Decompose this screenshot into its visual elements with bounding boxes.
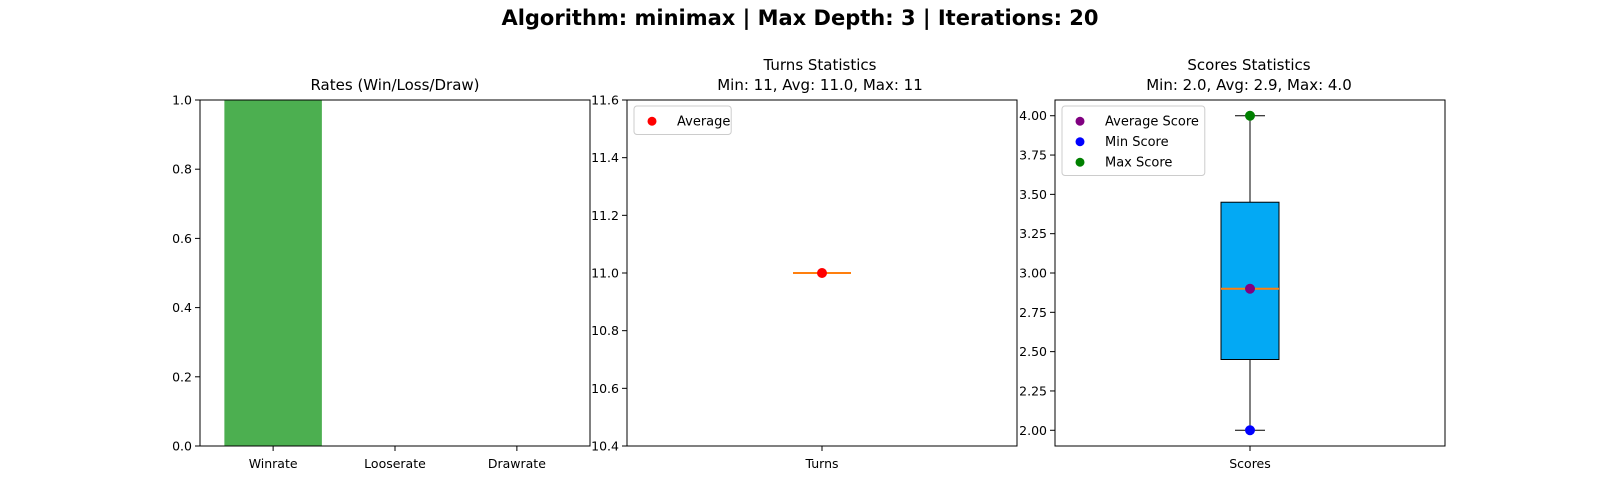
rates-ytick-label: 0.8 bbox=[172, 162, 192, 177]
turns-chart-subtitle: Min: 11, Avg: 11.0, Max: 11 bbox=[717, 76, 923, 94]
scores-ytick-label: 3.75 bbox=[1019, 148, 1047, 163]
rates-ytick-label: 0.4 bbox=[172, 300, 192, 315]
turns-ytick-label: 10.6 bbox=[591, 381, 619, 396]
scores-ytick-label: 2.00 bbox=[1019, 423, 1047, 438]
turns-chart: Turns Statistics Min: 11, Avg: 11.0, Max… bbox=[591, 56, 1018, 471]
scores-chart: Scores Statistics Min: 2.0, Avg: 2.9, Ma… bbox=[1019, 56, 1446, 471]
rates-chart-title: Rates (Win/Loss/Draw) bbox=[310, 76, 479, 94]
scores-chart-title: Scores Statistics bbox=[1187, 56, 1310, 74]
scores-box bbox=[1220, 201, 1280, 360]
scores-legend-label: Average Score bbox=[1105, 114, 1199, 129]
scores-xtick-label: Scores bbox=[1229, 456, 1271, 471]
rates-chart: Rates (Win/Loss/Draw) Winrate Looserate Dr… bbox=[172, 76, 591, 471]
turns-legend bbox=[633, 105, 732, 135]
rates-ytick-label: 0.6 bbox=[172, 231, 192, 246]
scores-point-min-score bbox=[1245, 425, 1255, 436]
scores-point-max-score bbox=[1245, 110, 1255, 121]
turns-ytick-label: 10.4 bbox=[591, 439, 619, 454]
scores-ytick-label: 3.00 bbox=[1019, 266, 1047, 281]
rates-axes-frame bbox=[199, 99, 591, 447]
scores-legend-label: Max Score bbox=[1105, 155, 1172, 170]
rates-xtick-label: Drawrate bbox=[488, 456, 546, 471]
turns-legend-label: Average bbox=[677, 114, 730, 129]
turns-ytick-label: 11.6 bbox=[591, 93, 619, 108]
scores-ytick-label: 3.25 bbox=[1019, 226, 1047, 241]
turns-legend-marker bbox=[647, 116, 657, 126]
turns-chart-title: Turns Statistics bbox=[763, 56, 877, 74]
turns-ytick-label: 10.8 bbox=[591, 323, 619, 338]
turns-ytick-label: 11.0 bbox=[591, 266, 619, 281]
turns-point-average bbox=[817, 268, 827, 278]
scores-point-average-score bbox=[1245, 283, 1255, 294]
scores-ytick-label: 4.00 bbox=[1019, 108, 1047, 123]
scores-legend-label: Min Score bbox=[1105, 135, 1169, 150]
turns-ytick-label: 11.2 bbox=[591, 208, 619, 223]
scores-ytick-label: 2.75 bbox=[1019, 305, 1047, 320]
rates-ytick-label: 1.0 bbox=[172, 93, 192, 108]
scores-ytick-label: 3.50 bbox=[1019, 187, 1047, 202]
rates-ytick-label: 0.2 bbox=[172, 369, 192, 384]
rates-xtick-label: Looserate bbox=[364, 456, 426, 471]
scores-ytick-label: 2.25 bbox=[1019, 383, 1047, 398]
rates-xtick-label: Winrate bbox=[249, 456, 298, 471]
turns-ytick-label: 11.4 bbox=[591, 150, 619, 165]
rates-ytick-label: 0.0 bbox=[172, 439, 192, 454]
scores-chart-subtitle: Min: 2.0, Avg: 2.9, Max: 4.0 bbox=[1146, 76, 1352, 94]
figure-suptitle: Algorithm: minimax | Max Depth: 3 | Iter… bbox=[501, 6, 1098, 31]
scores-legend-marker bbox=[1075, 116, 1085, 126]
bar-winrate bbox=[224, 100, 322, 446]
scores-legend-marker bbox=[1075, 137, 1085, 147]
scores-legend bbox=[1061, 105, 1206, 176]
turns-xtick-label: Turns bbox=[804, 456, 838, 471]
scores-legend-marker bbox=[1075, 157, 1085, 167]
scores-ytick-label: 2.50 bbox=[1019, 344, 1047, 359]
